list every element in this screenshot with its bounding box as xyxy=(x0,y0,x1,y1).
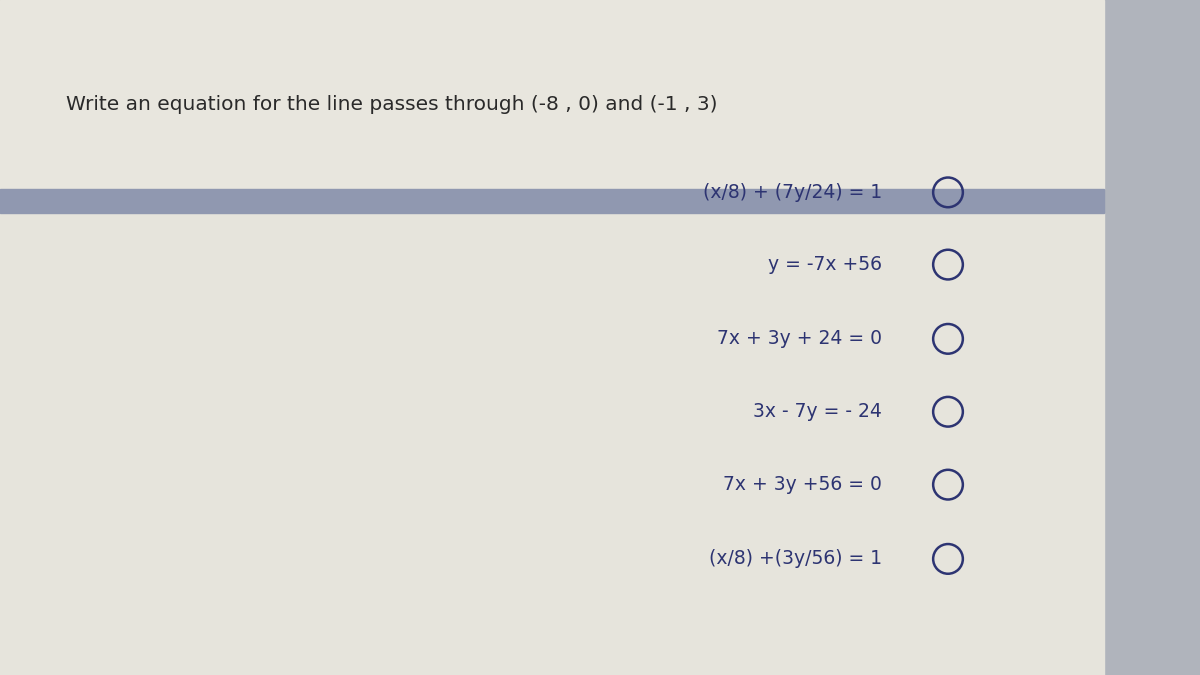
Text: (x/8) + (7y/24) = 1: (x/8) + (7y/24) = 1 xyxy=(703,183,882,202)
Text: Write an equation for the line passes through (-8 , 0) and (-1 , 3): Write an equation for the line passes th… xyxy=(66,95,718,114)
Text: (x/8) +(3y/56) = 1: (x/8) +(3y/56) = 1 xyxy=(709,549,882,568)
Bar xyxy=(0,189,1104,213)
Text: 3x - 7y = - 24: 3x - 7y = - 24 xyxy=(754,402,882,421)
Text: 7x + 3y + 24 = 0: 7x + 3y + 24 = 0 xyxy=(718,329,882,348)
Text: y = -7x +56: y = -7x +56 xyxy=(768,255,882,274)
Text: 7x + 3y +56 = 0: 7x + 3y +56 = 0 xyxy=(724,475,882,494)
Bar xyxy=(0,0,1104,189)
Bar xyxy=(0,213,1104,675)
